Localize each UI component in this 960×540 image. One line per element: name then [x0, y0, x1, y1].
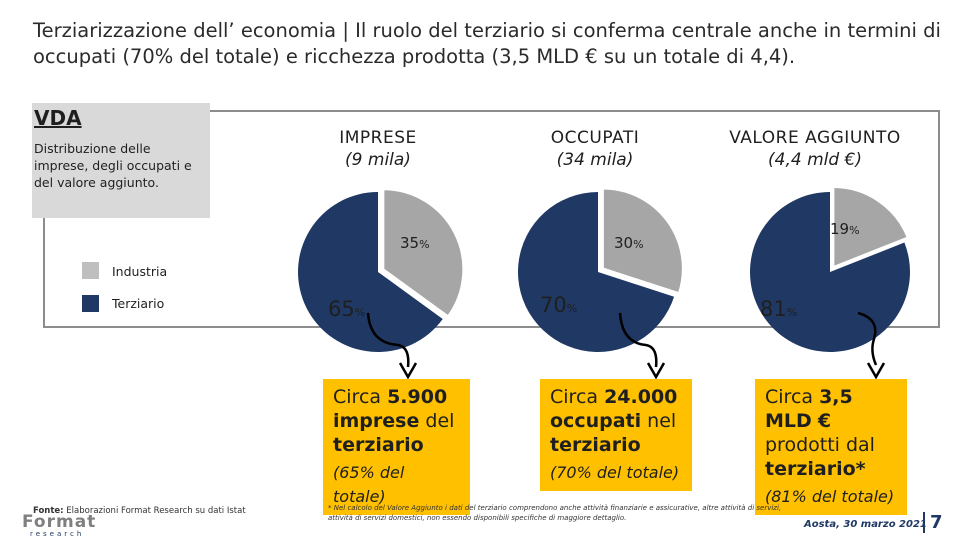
footnote: * Nel calcolo del Valore Aggiunto i dati… [328, 504, 782, 522]
column-subtitle: (34 mila) [556, 150, 634, 170]
vda-panel [32, 103, 210, 218]
pie-slice-valore-aggiunto-industria [832, 186, 910, 269]
column-header-imprese: IMPRESE (9 mila) [298, 128, 458, 170]
highlight-box-occupati: Circa 24.000 occupati nel terziario (70%… [540, 379, 692, 491]
format-research-logo: Format [22, 512, 97, 532]
curved-arrow-icon [366, 312, 418, 380]
column-subtitle: (9 mila) [345, 150, 411, 170]
legend-label-terziario: Terziario [112, 296, 165, 311]
pie-slice-valore-aggiunto-terziario [750, 191, 911, 352]
curved-arrow-icon [618, 312, 666, 380]
pie-label-imprese-terziario: 65% [328, 297, 366, 321]
pie-slice-occupati-terziario [518, 192, 675, 352]
highlight-percent: (70% del totale) [550, 463, 680, 482]
legend-swatch-industria [82, 262, 99, 279]
page-number: 7 [923, 512, 943, 533]
curved-arrow-icon [857, 311, 886, 380]
source-note: Fonte: Elaborazioni Format Research su d… [33, 506, 246, 516]
column-title: IMPRESE [339, 128, 417, 148]
slide-title: Terziarizzazione dell’ economia | Il ruo… [33, 19, 941, 68]
footer-date: Aosta, 30 marzo 2021 [804, 519, 927, 530]
vda-description: Distribuzione delle imprese, degli occup… [34, 141, 192, 190]
highlight-box-valore-aggiunto: Circa 3,5 MLD € prodotti dal terziario* … [755, 379, 907, 515]
legend-label-industria: Industria [112, 264, 168, 279]
highlight-box-imprese: Circa 5.900 imprese del terziario (65% d… [323, 379, 470, 515]
pie-label-occupati-industria: 30% [614, 234, 644, 252]
pie-label-occupati-terziario: 70% [540, 293, 578, 317]
highlight-percent: (65% del totale) [333, 463, 405, 506]
pie-label-valore-industria: 19% [830, 220, 860, 238]
logo-subtitle: research [30, 530, 85, 538]
pie-label-imprese-industria: 35% [400, 234, 430, 252]
legend-swatch-terziario [82, 295, 99, 312]
highlight-percent: (81% del totale) [765, 487, 895, 506]
chart-frame [43, 110, 940, 328]
pie-label-valore-terziario: 81% [760, 297, 798, 321]
column-title: OCCUPATI [550, 128, 640, 148]
pie-slice-occupati-industria [601, 187, 684, 295]
column-header-valore-aggiunto: VALORE AGGIUNTO (4,4 mld €) [700, 128, 930, 170]
column-header-occupati: OCCUPATI (34 mila) [515, 128, 675, 170]
column-title: VALORE AGGIUNTO [729, 128, 901, 148]
pie-slice-imprese-industria [382, 188, 465, 318]
vda-label: VDA [34, 106, 82, 130]
column-subtitle: (4,4 mld €) [768, 150, 862, 170]
pie-slice-imprese-terziario [298, 192, 443, 353]
